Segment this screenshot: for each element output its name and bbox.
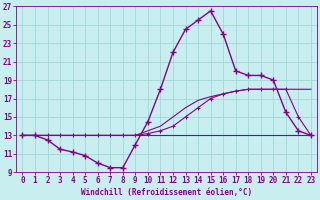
X-axis label: Windchill (Refroidissement éolien,°C): Windchill (Refroidissement éolien,°C) (81, 188, 252, 197)
